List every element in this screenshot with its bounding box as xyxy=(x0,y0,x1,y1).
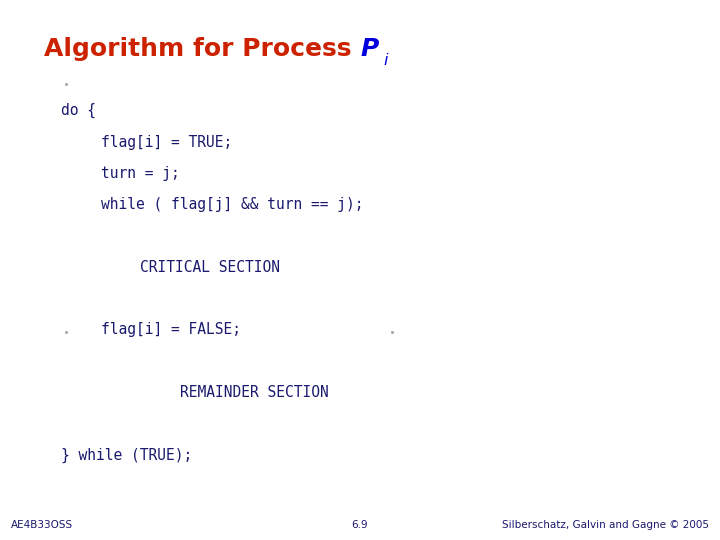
Text: Silberschatz, Galvin and Gagne © 2005: Silberschatz, Galvin and Gagne © 2005 xyxy=(503,520,709,530)
Text: flag[i] = FALSE;: flag[i] = FALSE; xyxy=(101,322,240,338)
Text: i: i xyxy=(384,53,388,68)
Text: AE4B33OSS: AE4B33OSS xyxy=(11,520,73,530)
Text: Algorithm for Process: Algorithm for Process xyxy=(44,37,360,60)
Text: do {: do { xyxy=(61,103,96,118)
Text: } while (TRUE);: } while (TRUE); xyxy=(61,448,192,463)
Text: while ( flag[j] && turn == j);: while ( flag[j] && turn == j); xyxy=(101,197,364,212)
Text: CRITICAL SECTION: CRITICAL SECTION xyxy=(140,260,280,275)
Text: turn = j;: turn = j; xyxy=(101,166,179,181)
Text: P: P xyxy=(360,37,379,60)
Text: REMAINDER SECTION: REMAINDER SECTION xyxy=(180,385,329,400)
Text: flag[i] = TRUE;: flag[i] = TRUE; xyxy=(101,134,232,150)
Text: 6.9: 6.9 xyxy=(351,520,369,530)
